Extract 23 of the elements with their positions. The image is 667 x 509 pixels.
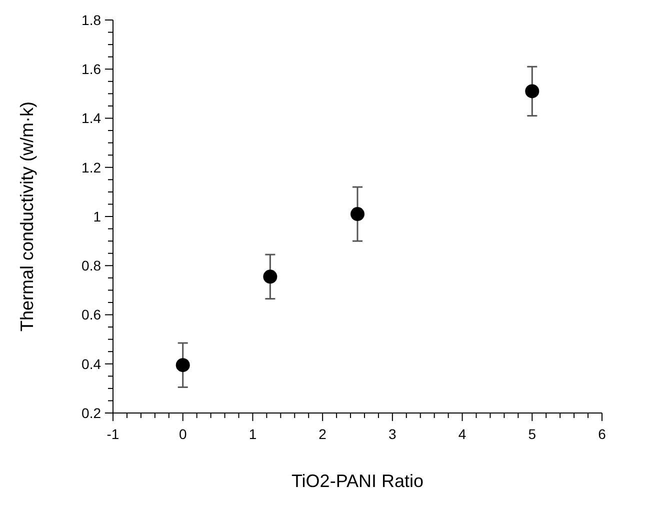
y-tick-label: 1.6 (82, 61, 102, 78)
x-tick-label: 5 (528, 426, 536, 442)
x-tick-label: 2 (318, 426, 327, 442)
x-axis-title: TiO2-PANI Ratio (291, 471, 424, 491)
x-tick-label: 4 (458, 426, 466, 442)
point (263, 270, 278, 284)
x-tick-label: 1 (248, 426, 257, 442)
point (176, 358, 190, 372)
x-tick-label: 3 (388, 426, 397, 442)
y-tick-label: 0.6 (82, 306, 102, 323)
x-tick-label: 0 (178, 426, 187, 442)
y-tick-label: 1 (93, 208, 102, 224)
x-tick-label: 6 (598, 426, 606, 442)
y-axis-title: Thermal conductivity (w/m·k) (17, 101, 37, 332)
y-tick-label: 1.2 (82, 159, 102, 176)
y-tick-label: 1.4 (82, 110, 102, 126)
point (525, 84, 540, 98)
y-tick-label: 1.8 (82, 12, 102, 28)
y-tick-label: 0.2 (82, 404, 102, 421)
x-tick-label: -1 (106, 426, 120, 442)
y-tick-label: 0.4 (82, 356, 102, 372)
point (350, 207, 364, 222)
y-tick-label: 0.8 (82, 258, 102, 274)
